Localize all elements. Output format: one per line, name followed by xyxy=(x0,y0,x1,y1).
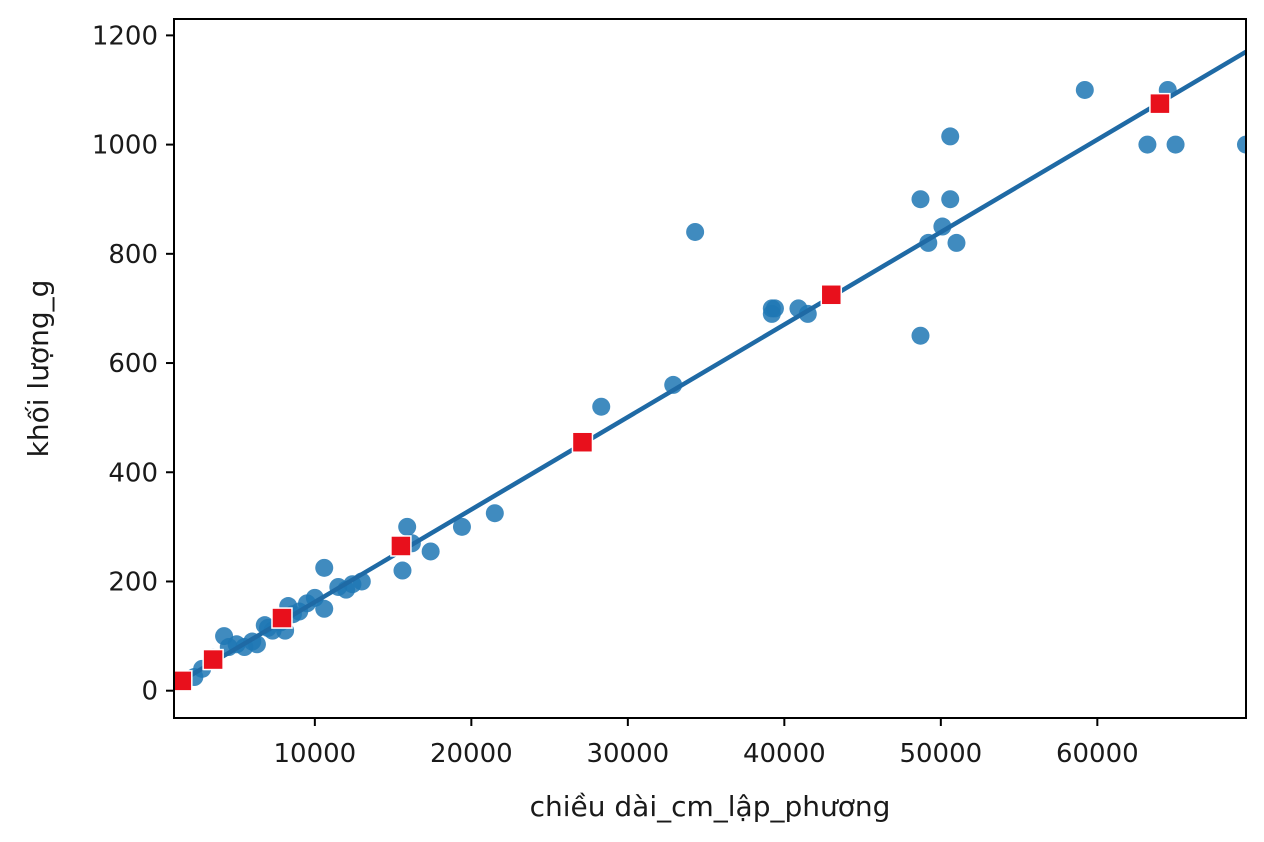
data-point xyxy=(941,190,960,209)
y-tick-label: 400 xyxy=(108,458,158,488)
predicted-point xyxy=(1149,92,1171,115)
regression-line xyxy=(174,49,1246,688)
data-point xyxy=(315,599,334,618)
chart-marks xyxy=(174,49,1246,692)
predicted-point xyxy=(174,670,193,692)
x-tick-label: 60000 xyxy=(1056,739,1139,769)
data-point xyxy=(1075,80,1094,99)
x-tick-label: 20000 xyxy=(430,739,513,769)
x-tick-label: 10000 xyxy=(273,739,356,769)
data-point xyxy=(592,397,611,416)
y-tick-label: 200 xyxy=(108,567,158,597)
predicted-point xyxy=(202,648,224,671)
y-tick-label: 600 xyxy=(108,349,158,379)
predicted-point xyxy=(571,431,594,453)
predicted-point xyxy=(390,535,412,557)
x-tick-label: 40000 xyxy=(743,739,826,769)
data-point xyxy=(452,517,471,536)
data-point xyxy=(1237,135,1246,154)
data-point xyxy=(765,299,784,318)
x-tick-label: 50000 xyxy=(899,739,982,769)
y-axis-ticks: 0 200 400 600 800 1000 1200 xyxy=(92,21,174,707)
x-axis-ticks: 10000 20000 30000 40000 50000 60000 xyxy=(273,718,1139,769)
data-point xyxy=(315,558,334,577)
x-tick-label: 30000 xyxy=(586,739,669,769)
data-point xyxy=(1166,135,1185,154)
predicted-point xyxy=(271,607,293,629)
data-point xyxy=(1138,135,1157,154)
plot-layer xyxy=(174,49,1246,692)
y-axis-title: khối lượng_g xyxy=(22,280,55,458)
data-point xyxy=(485,504,504,523)
y-tick-label: 0 xyxy=(141,677,158,707)
data-point xyxy=(398,517,417,536)
x-axis-title: chiều dài_cm_lập_phương xyxy=(530,790,891,823)
data-point xyxy=(947,233,966,252)
y-tick-label: 1000 xyxy=(92,131,158,161)
data-point xyxy=(686,222,705,241)
y-tick-label: 1200 xyxy=(92,21,158,51)
data-point xyxy=(911,190,930,209)
data-point xyxy=(393,561,412,580)
predicted-point xyxy=(820,284,843,306)
data-point xyxy=(911,326,930,345)
plot-area-frame xyxy=(173,18,1247,719)
data-point xyxy=(421,542,440,561)
y-tick-label: 800 xyxy=(108,240,158,270)
data-point xyxy=(941,127,960,146)
